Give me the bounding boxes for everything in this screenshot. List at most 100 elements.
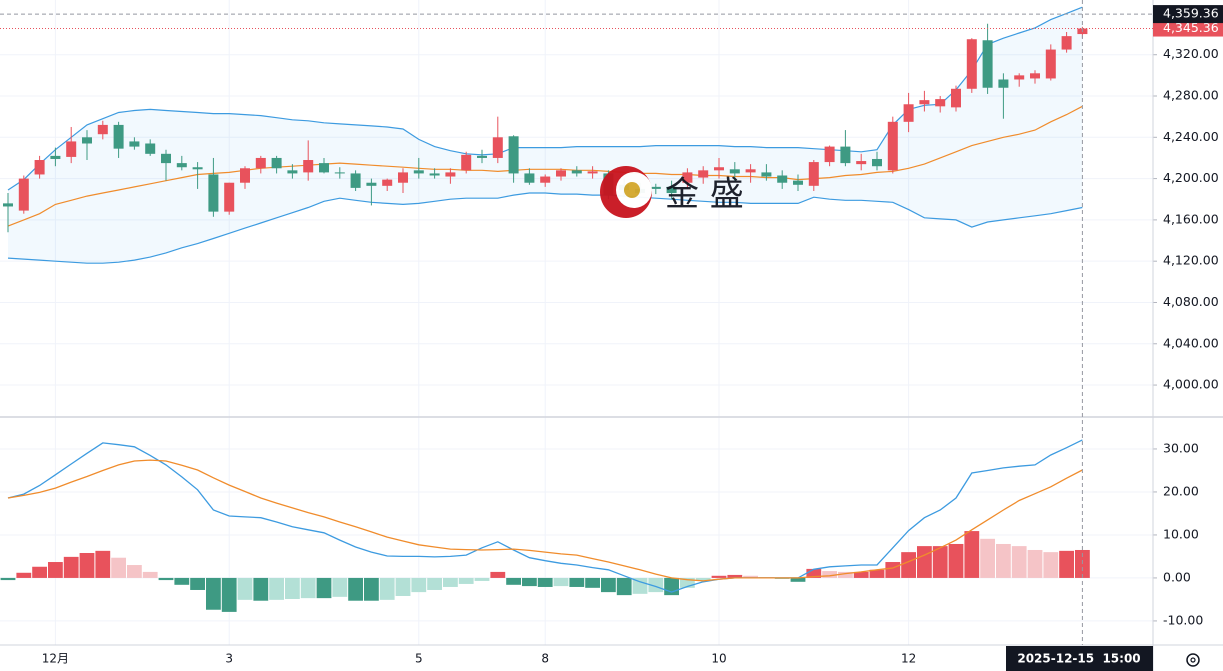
candle-body xyxy=(82,137,92,144)
candle-body xyxy=(3,203,13,207)
candle-body xyxy=(18,178,29,211)
histogram-bar xyxy=(885,562,901,578)
candle-body xyxy=(319,163,329,173)
histogram-bar xyxy=(964,531,980,578)
histogram-bar xyxy=(901,552,916,578)
macd-line xyxy=(7,439,1083,593)
candle-body xyxy=(508,136,519,174)
candle-body xyxy=(271,157,282,169)
histogram-bar xyxy=(395,577,411,596)
y-tick-label: 4,200.00 xyxy=(1163,170,1219,185)
candle-body xyxy=(682,172,693,183)
histogram-bar xyxy=(127,565,142,578)
settings-icon[interactable] xyxy=(1186,653,1200,667)
histogram-bar xyxy=(680,577,695,588)
y-tick-label: 4,320.00 xyxy=(1163,46,1219,61)
candle-body xyxy=(935,99,946,107)
candle-body xyxy=(145,143,156,154)
histogram-bar xyxy=(506,577,521,585)
candle-body xyxy=(240,168,250,183)
histogram-bar xyxy=(980,538,995,578)
candle-body xyxy=(350,173,361,188)
histogram-bar xyxy=(316,577,332,599)
candle-body xyxy=(524,173,535,183)
candle-body xyxy=(1045,49,1056,79)
histogram-bar xyxy=(869,569,885,578)
candle-body xyxy=(872,158,882,167)
candle-body xyxy=(587,171,598,174)
y-tick-label: 4,240.00 xyxy=(1163,129,1219,144)
histogram-bar xyxy=(585,577,600,588)
logo-dot xyxy=(624,182,640,198)
candle-body xyxy=(777,175,788,183)
histogram-bar xyxy=(206,577,221,610)
histogram-bar xyxy=(601,577,616,593)
histogram-bar xyxy=(569,577,585,587)
candle-body xyxy=(303,160,314,173)
candle-body xyxy=(966,39,977,89)
candle-body xyxy=(951,88,961,108)
candle-body xyxy=(793,180,803,185)
candle-body xyxy=(161,153,171,164)
histogram-bar xyxy=(190,577,205,590)
histogram-bar xyxy=(695,577,711,581)
candle-body xyxy=(840,146,851,164)
candle-body xyxy=(714,167,724,171)
gear[interactable] xyxy=(1186,653,1200,667)
candle-body xyxy=(982,40,993,88)
histogram-bar xyxy=(648,577,664,593)
candle-body xyxy=(729,169,740,174)
histogram-bar xyxy=(522,577,537,587)
x-tick-label: 5 xyxy=(415,652,423,666)
candle-body xyxy=(1061,36,1072,50)
y-tick-label: 0.00 xyxy=(1163,569,1191,584)
histogram-bar xyxy=(221,577,237,612)
x-tick-label: 10 xyxy=(711,652,726,666)
histogram-bar xyxy=(1011,546,1027,578)
candle-body xyxy=(887,121,898,171)
band-upper xyxy=(7,6,1083,191)
gear-center[interactable] xyxy=(1190,657,1196,663)
histogram-bar xyxy=(616,577,632,596)
candle-body xyxy=(492,137,503,158)
candle-body xyxy=(808,162,819,186)
y-tick-label: 4,120.00 xyxy=(1163,253,1219,268)
histogram-bar xyxy=(48,562,63,578)
y-tick-label: 20.00 xyxy=(1163,483,1199,498)
candle-body xyxy=(919,100,930,105)
candle-body xyxy=(366,182,377,186)
candle-body xyxy=(176,163,187,168)
histogram-bar xyxy=(253,577,269,601)
crosshair-time-box xyxy=(1006,646,1153,671)
watermark-text: 金 盛 xyxy=(665,175,744,215)
candle-body xyxy=(540,176,551,183)
x-tick-label: 12 xyxy=(901,652,916,666)
candle-body xyxy=(413,170,424,174)
y-tick-label: 4,080.00 xyxy=(1163,294,1219,309)
histogram-bar xyxy=(806,568,822,578)
candle-body xyxy=(398,172,408,183)
candle-body xyxy=(97,124,108,135)
y-tick-label: 4,000.00 xyxy=(1163,377,1219,392)
histogram-bar xyxy=(632,577,648,594)
candle-body xyxy=(571,170,582,174)
histogram-bar xyxy=(364,577,379,601)
histogram-bar xyxy=(996,543,1011,578)
band-lower xyxy=(7,192,1083,264)
candle-body xyxy=(761,172,772,177)
candle-body xyxy=(461,154,472,171)
histogram-bar xyxy=(537,577,553,587)
candle-body xyxy=(255,157,266,169)
histogram-bar xyxy=(427,577,442,590)
x-tick-label: 12月 xyxy=(42,652,69,666)
histogram-bar xyxy=(285,577,300,599)
band-fill xyxy=(8,7,1083,264)
y-tick-label: 4,160.00 xyxy=(1163,211,1219,226)
x-tick-label: 8 xyxy=(541,652,549,666)
candle-body xyxy=(856,161,867,165)
candle-body xyxy=(113,124,124,149)
histogram-bar xyxy=(838,571,853,578)
candle-body xyxy=(192,167,203,170)
